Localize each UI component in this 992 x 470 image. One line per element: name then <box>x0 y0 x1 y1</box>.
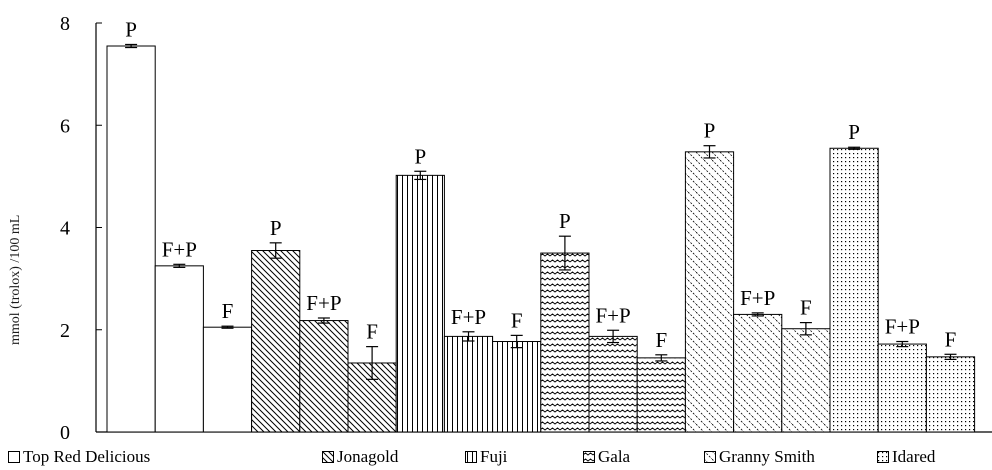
legend-swatch <box>322 451 334 463</box>
bar <box>299 320 349 433</box>
bar <box>781 328 831 433</box>
legend-swatch <box>583 451 595 463</box>
bar-label: F+P <box>885 315 920 339</box>
bar <box>443 335 494 433</box>
bar-label: P <box>414 144 426 168</box>
bar <box>829 147 879 433</box>
legend-swatch <box>8 451 20 463</box>
bar-label: P <box>704 119 716 143</box>
legend-swatch <box>704 451 716 463</box>
bar <box>154 265 204 433</box>
legend-swatch <box>877 451 889 463</box>
bar-label: F <box>800 296 812 320</box>
bar <box>733 313 783 433</box>
legend-swatch <box>465 451 477 463</box>
bar-label: P <box>848 120 860 144</box>
y-tick-label: 2 <box>60 320 70 342</box>
bar <box>684 151 735 433</box>
y-tick-label: 6 <box>60 115 70 137</box>
bar-label: F <box>366 320 378 344</box>
bar <box>492 341 542 433</box>
bar-label: P <box>559 209 571 233</box>
bar <box>202 326 253 433</box>
bar-label: F+P <box>451 305 486 329</box>
bar <box>925 356 976 433</box>
y-axis-label: mmol (trolox) /100 mL <box>8 214 23 345</box>
bar <box>251 250 301 433</box>
legend-label: Top Red Delicious <box>23 447 151 466</box>
bar <box>588 335 638 433</box>
y-tick-label: 8 <box>60 13 70 35</box>
bar-label: F+P <box>306 291 341 315</box>
legend-item: Gala <box>583 447 630 467</box>
legend-item: Jonagold <box>322 447 398 467</box>
bar-label: P <box>270 216 282 240</box>
bar-label: F+P <box>162 237 197 261</box>
bar <box>106 45 156 433</box>
bar-label: F+P <box>740 286 775 310</box>
bar-label: P <box>125 17 137 41</box>
legend-label: Gala <box>598 447 631 466</box>
y-tick-label: 0 <box>60 422 70 444</box>
legend: Top Red Delicious Jonagold Fuji Gala Granny … <box>0 447 992 469</box>
bar-label: F <box>222 299 234 323</box>
legend-item: Idared <box>877 447 935 467</box>
legend-label: Idared <box>892 447 936 466</box>
bar <box>540 252 590 433</box>
bar <box>395 174 445 433</box>
bar-label: F+P <box>595 303 630 327</box>
legend-item: Top Red Delicious <box>8 447 150 467</box>
bar <box>636 357 686 433</box>
legend-item: Fuji <box>465 447 507 467</box>
y-tick-label: 4 <box>60 218 70 240</box>
legend-label: Jonagold <box>337 447 399 466</box>
legend-label: Fuji <box>480 447 508 466</box>
legend-item: Granny Smith <box>704 447 815 467</box>
bar <box>877 343 927 433</box>
bar-label: F <box>511 308 523 332</box>
bar-label: F <box>655 328 667 352</box>
bar-label: F <box>945 327 957 351</box>
legend-label: Granny Smith <box>719 447 815 466</box>
